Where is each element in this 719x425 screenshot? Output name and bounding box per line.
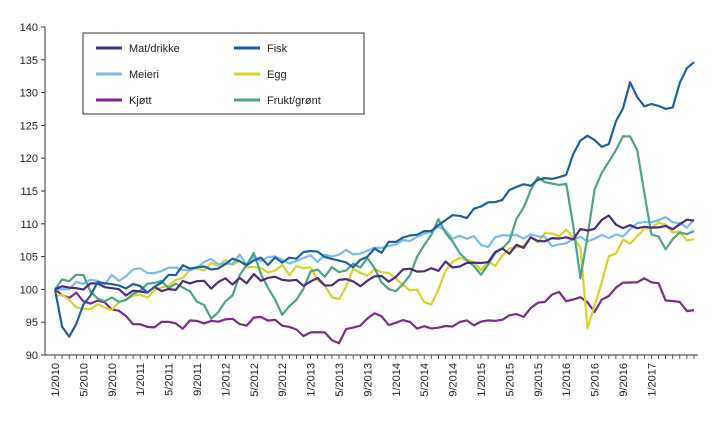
- x-tick-label: 1/2014: [391, 363, 403, 397]
- y-tick-label: 95: [26, 317, 38, 329]
- x-tick-label: 1/2013: [306, 363, 318, 397]
- x-tick-label: 5/2010: [78, 363, 90, 397]
- x-tick-label: 9/2014: [448, 363, 460, 397]
- x-tick-label: 9/2012: [277, 363, 289, 397]
- x-tick-label: 5/2016: [590, 363, 602, 397]
- x-tick-label: 1/2017: [646, 363, 658, 397]
- legend-label-5: Frukt/grønt: [267, 95, 321, 107]
- y-tick-label: 135: [20, 55, 38, 67]
- legend-label-3: Egg: [267, 69, 287, 81]
- x-tick-label: 5/2012: [249, 363, 261, 397]
- x-tick-label: 1/2010: [50, 363, 62, 397]
- legend-box: [82, 32, 365, 115]
- y-tick-label: 105: [20, 252, 38, 264]
- legend-label-4: Kjøtt: [129, 95, 152, 107]
- series-line-1: [53, 61, 695, 338]
- legend-label-2: Meieri: [129, 69, 159, 81]
- y-tick-label: 130: [20, 88, 38, 100]
- y-tick-label: 125: [20, 120, 38, 132]
- chart-series-lines: [53, 61, 695, 345]
- x-tick-label: 5/2011: [164, 363, 176, 396]
- y-tick-label: 140: [20, 22, 38, 34]
- series-line-0: [54, 214, 695, 297]
- x-tick-label: 9/2015: [533, 363, 545, 397]
- x-tick-label: 5/2014: [419, 363, 431, 397]
- x-tick-label: 1/2016: [561, 363, 573, 397]
- x-tick-label: 9/2011: [192, 363, 204, 396]
- series-line-2: [54, 216, 695, 291]
- chart-legend: Mat/drikke Fisk Meieri Egg Kjøtt Frukt/grønt: [82, 32, 365, 115]
- x-tick-label: 5/2013: [334, 363, 346, 397]
- y-tick-label: 115: [20, 186, 38, 198]
- x-tick-label: 1/2011: [135, 363, 147, 396]
- y-tick-label: 100: [20, 284, 38, 296]
- chart-axes: 90 95 100 105 110 115 120 125 130 135 140 1/2010 5/2…: [20, 22, 698, 397]
- x-tick-label: 1/2012: [220, 363, 232, 397]
- x-tick-label: 9/2010: [107, 363, 119, 397]
- x-tick-label: 9/2013: [362, 363, 374, 397]
- x-tick-label: 1/2015: [476, 363, 488, 397]
- x-tick-label: 5/2015: [504, 363, 516, 397]
- y-tick-label: 90: [26, 350, 38, 362]
- legend-label-1: Fisk: [267, 43, 288, 55]
- y-tick-label: 110: [20, 219, 38, 231]
- series-line-4: [54, 277, 695, 345]
- y-tick-label: 120: [20, 153, 38, 165]
- series-line-5: [54, 135, 695, 320]
- x-tick-label: 9/2016: [618, 363, 630, 397]
- legend-label-0: Mat/drikke: [129, 43, 180, 55]
